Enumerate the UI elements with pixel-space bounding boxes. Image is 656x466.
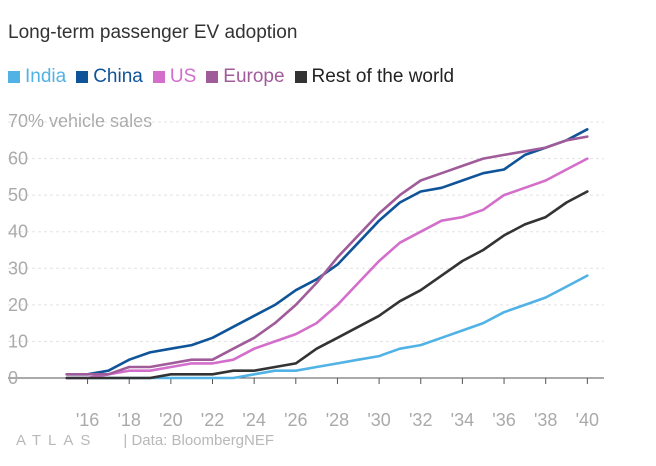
x-tick-label: '20 [159, 410, 182, 430]
legend-swatch [76, 71, 89, 83]
legend: India China US Europe Rest of the world [8, 66, 454, 88]
legend-swatch [206, 71, 219, 83]
x-tick-label: '24 [242, 410, 265, 430]
y-tick-label: 60 [8, 149, 28, 169]
y-tick-layer: 0 10 20 30 40 50 60 [8, 149, 28, 388]
x-tick-label: '34 [451, 410, 474, 430]
legend-item-rest-of-the-world: Rest of the world [294, 66, 455, 88]
legend-item-china: China [76, 66, 143, 88]
y-tick-label: 30 [8, 258, 28, 278]
legend-item-europe: Europe [206, 66, 285, 88]
atlas-logo: ATLAS [16, 432, 98, 449]
series-line-europe [65, 135, 589, 376]
x-tick-label: '38 [534, 410, 557, 430]
legend-label: India [25, 66, 67, 87]
x-tick-label: '16 [76, 410, 99, 430]
footer: ATLAS | Data: BloombergNEF [16, 432, 274, 449]
series-line-us [65, 157, 589, 380]
chart-title: Long-term passenger EV adoption [8, 22, 298, 43]
series-line-rest-of-the-world [65, 190, 589, 380]
y-tick-label: 40 [8, 222, 28, 242]
legend-label: US [169, 66, 197, 87]
x-tick-label: '26 [284, 410, 307, 430]
data-source: | Data: BloombergNEF [123, 432, 275, 449]
x-tick-label: '30 [367, 410, 390, 430]
x-tick-label: '32 [409, 410, 432, 430]
legend-label: Europe [223, 66, 285, 87]
x-tick-label: '36 [492, 410, 515, 430]
y-tick-label: 20 [8, 295, 28, 315]
x-tick-label: '28 [326, 410, 349, 430]
legend-swatch [152, 71, 165, 83]
legend-swatch [294, 71, 307, 83]
x-tick-layer: '16 '18 '20 '22 '24 '26 '28 '30 '32 '34 '36 '38 '40 [76, 378, 599, 430]
series-line-india [65, 274, 589, 380]
grid-layer [8, 121, 604, 379]
legend-label: Rest of the world [311, 66, 455, 87]
legend-item-us: US [152, 66, 197, 88]
legend-item-india: India [8, 66, 66, 88]
series-layer [65, 128, 589, 380]
y-axis-title: 70% vehicle sales [8, 111, 153, 131]
series-line-china [65, 128, 589, 376]
x-tick-label: '22 [201, 410, 224, 430]
y-tick-label: 10 [8, 331, 28, 351]
y-tick-label: 0 [8, 368, 18, 388]
legend-label: China [93, 66, 143, 87]
x-tick-label: '18 [117, 410, 140, 430]
x-tick-label: '40 [576, 410, 599, 430]
legend-swatch [8, 71, 20, 83]
y-tick-label: 50 [8, 185, 28, 205]
